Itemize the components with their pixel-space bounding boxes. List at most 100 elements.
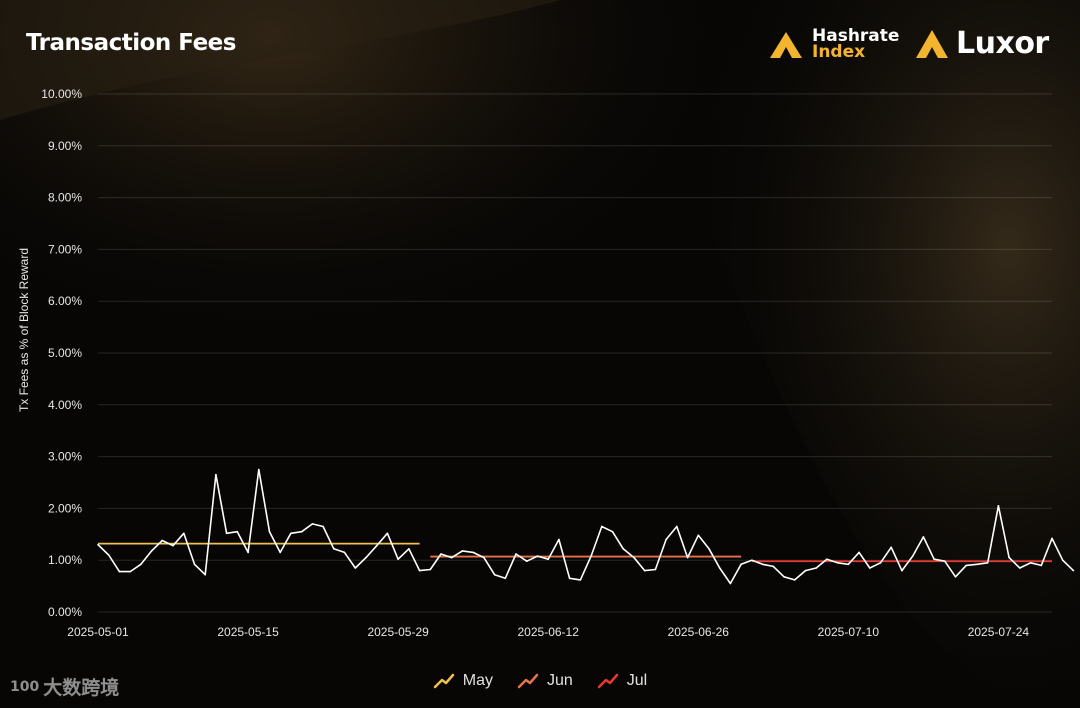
data-point bbox=[633, 556, 635, 559]
data-point bbox=[290, 532, 292, 535]
data-point bbox=[1019, 567, 1021, 569]
y-tick-label: 8.00% bbox=[48, 191, 82, 205]
data-point bbox=[129, 570, 131, 573]
luxor-wordmark: Luxor bbox=[956, 26, 1049, 61]
data-point bbox=[1051, 537, 1053, 540]
data-point bbox=[526, 560, 528, 562]
data-point bbox=[1008, 556, 1010, 559]
data-point bbox=[708, 548, 710, 550]
x-tick-label: 2025-06-26 bbox=[668, 625, 730, 639]
data-point bbox=[901, 569, 903, 572]
legend-item-jun[interactable]: Jun bbox=[517, 668, 573, 694]
data-point bbox=[622, 548, 624, 550]
data-point bbox=[579, 579, 582, 581]
data-point bbox=[172, 544, 174, 547]
data-point bbox=[343, 551, 346, 554]
data-point bbox=[161, 539, 164, 542]
data-point bbox=[965, 564, 967, 567]
data-point bbox=[547, 558, 549, 560]
data-point bbox=[815, 567, 817, 569]
data-point bbox=[590, 555, 592, 557]
x-tick-label: 2025-07-10 bbox=[818, 625, 880, 639]
data-point bbox=[954, 576, 957, 578]
data-point bbox=[472, 551, 475, 554]
data-point bbox=[1029, 562, 1032, 564]
data-point bbox=[944, 560, 946, 562]
data-point bbox=[225, 532, 228, 535]
legend-item-may[interactable]: May bbox=[433, 668, 493, 694]
data-point bbox=[97, 543, 99, 546]
data-point bbox=[440, 553, 442, 555]
data-point bbox=[140, 563, 142, 566]
data-point bbox=[611, 530, 614, 533]
data-point bbox=[869, 567, 871, 569]
data-point bbox=[997, 505, 1000, 507]
data-point bbox=[1040, 564, 1043, 567]
luxor-logo: Luxor bbox=[914, 26, 1064, 62]
data-point bbox=[536, 555, 539, 557]
legend-item-jul[interactable]: Jul bbox=[597, 668, 647, 694]
data-point bbox=[751, 559, 753, 561]
data-point bbox=[183, 532, 185, 535]
luxor-icon bbox=[916, 30, 948, 58]
y-tick-label: 3.00% bbox=[48, 450, 82, 464]
data-point bbox=[107, 554, 110, 556]
data-point bbox=[826, 558, 828, 560]
data-point bbox=[204, 573, 206, 576]
hashrate-index-icon bbox=[770, 32, 802, 58]
data-point bbox=[761, 563, 764, 566]
x-tick-label: 2025-05-29 bbox=[367, 625, 429, 639]
data-point bbox=[354, 567, 357, 569]
x-tick-label: 2025-05-15 bbox=[217, 625, 279, 639]
legend: May Jun Jul bbox=[0, 668, 1080, 694]
data-point bbox=[836, 562, 839, 564]
hashrate-logo-line2: Index bbox=[812, 42, 866, 62]
data-point bbox=[193, 563, 196, 566]
watermark-text: 大数跨境 bbox=[43, 677, 120, 699]
data-point bbox=[558, 538, 560, 541]
data-point bbox=[697, 534, 700, 537]
data-point bbox=[879, 562, 882, 564]
data-point bbox=[279, 551, 282, 554]
legend-jun-label: Jun bbox=[546, 672, 573, 689]
data-point bbox=[601, 525, 603, 528]
data-point bbox=[375, 544, 378, 547]
data-point bbox=[386, 532, 389, 535]
data-point bbox=[740, 563, 742, 566]
data-point bbox=[236, 530, 239, 533]
data-point bbox=[418, 569, 421, 572]
hashrate-logo-line1: Hashrate bbox=[812, 26, 900, 46]
x-tick-label: 2025-07-24 bbox=[968, 625, 1030, 639]
data-point bbox=[215, 473, 217, 476]
y-tick-label: 5.00% bbox=[48, 346, 82, 360]
y-tick-label: 9.00% bbox=[48, 139, 82, 153]
legend-jul-label: Jul bbox=[626, 672, 648, 689]
data-point bbox=[118, 570, 121, 573]
data-point bbox=[783, 576, 785, 578]
data-point bbox=[150, 550, 153, 552]
data-point bbox=[247, 551, 249, 554]
legend-jun-icon bbox=[517, 673, 539, 689]
data-point bbox=[665, 538, 667, 541]
data-point bbox=[654, 568, 657, 571]
data-point bbox=[933, 558, 935, 560]
data-point bbox=[772, 565, 775, 568]
data-point bbox=[450, 556, 453, 559]
data-point bbox=[1072, 569, 1075, 572]
legend-may-icon bbox=[433, 673, 454, 689]
data-point bbox=[922, 536, 925, 538]
y-tick-label: 10.00% bbox=[41, 87, 82, 101]
data-point bbox=[804, 569, 807, 572]
x-tick-label: 2025-06-12 bbox=[518, 625, 580, 639]
page-title: Transaction Fees bbox=[26, 30, 236, 56]
data-point bbox=[718, 567, 721, 569]
data-point bbox=[847, 563, 850, 566]
data-point bbox=[322, 525, 324, 528]
data-point bbox=[858, 551, 860, 554]
y-tick-label: 0.00% bbox=[48, 605, 82, 619]
y-tick-label: 1.00% bbox=[48, 553, 82, 567]
legend-jul-icon bbox=[597, 673, 619, 689]
data-point bbox=[333, 548, 335, 550]
